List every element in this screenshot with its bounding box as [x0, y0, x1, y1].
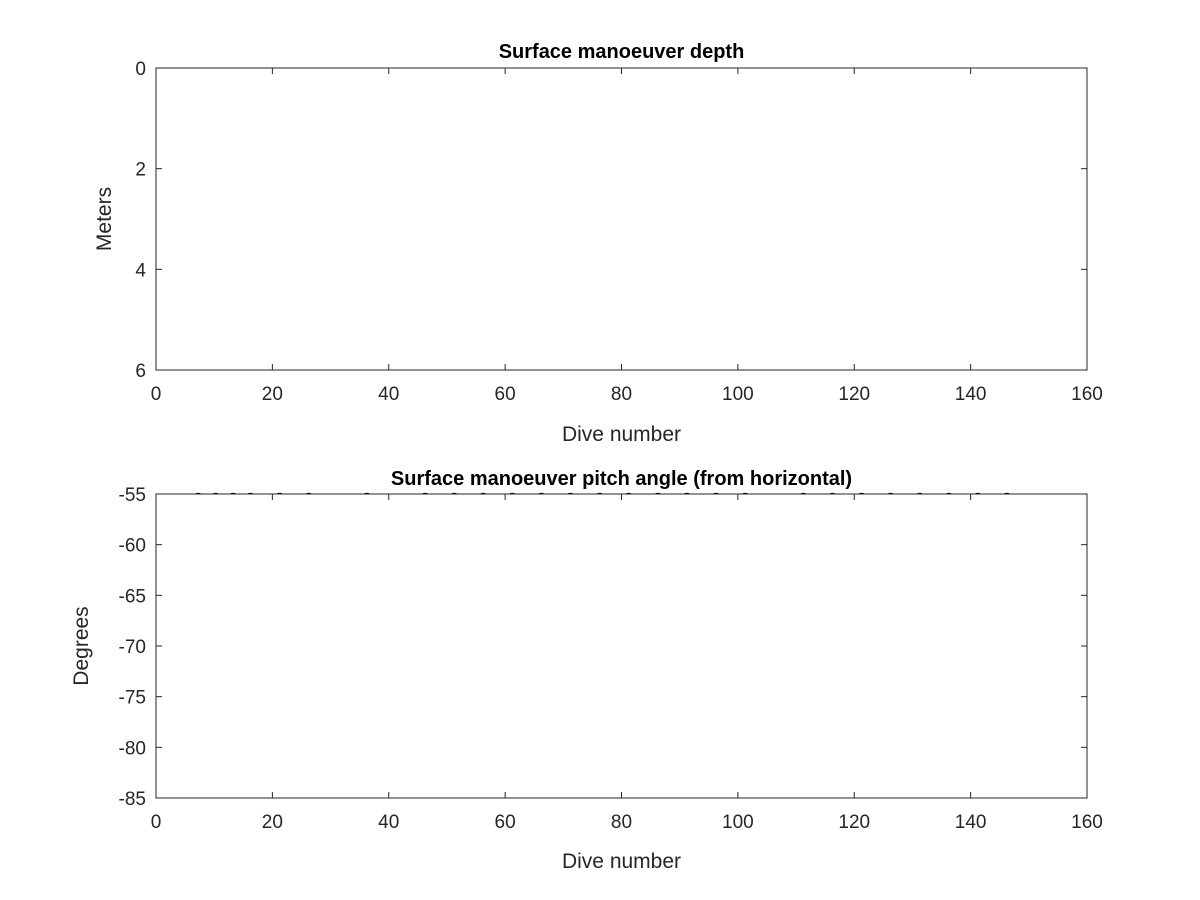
x-tick-label: 100	[722, 384, 754, 405]
y-tick-label: 6	[135, 361, 146, 382]
y-tick-label: -55	[119, 485, 146, 506]
x-tick-label: 160	[1071, 384, 1103, 405]
y-tick-label: -70	[119, 637, 146, 658]
x-tick-label: 160	[1071, 812, 1103, 833]
chart-title: Surface manoeuver depth	[499, 41, 745, 63]
depth-panel: 0 20 40 60 80 100 120 140 160 0 2 4 6 Surface manoeuv…	[93, 41, 1103, 446]
x-tick-label: 120	[838, 812, 870, 833]
pitch-panel: 0 20 40 60 80 100 120 140 160 -55 -60 -65 -70 -75 -80 -…	[70, 468, 1103, 873]
x-tick-label: 120	[838, 384, 870, 405]
x-tick-label: 0	[151, 384, 162, 405]
y-tick-label: -75	[119, 688, 146, 709]
axes-frame	[155, 493, 1088, 799]
x-tick-label: 20	[262, 384, 283, 405]
y-tick-label: -60	[119, 536, 146, 557]
y-tick-label: 4	[135, 260, 146, 281]
y-tick-label: -80	[119, 738, 146, 759]
x-tick-label: 60	[495, 812, 516, 833]
chart-title: Surface manoeuver pitch angle (from hori…	[391, 468, 852, 490]
y-axis-label: Meters	[93, 187, 116, 251]
y-tick-label: 0	[135, 59, 146, 80]
y-tick-label: -65	[119, 586, 146, 607]
x-tick-label: 140	[955, 384, 987, 405]
x-tick-label: 80	[611, 812, 632, 833]
x-tick-label: 40	[378, 384, 399, 405]
y-tick-label: 2	[135, 160, 146, 181]
x-tick-label: 80	[611, 384, 632, 405]
x-tick-label: 40	[378, 812, 399, 833]
x-axis-label: Dive number	[562, 850, 681, 873]
x-tick-label: 100	[722, 812, 754, 833]
axes-frame	[155, 67, 1088, 371]
x-tick-label: 0	[151, 812, 162, 833]
y-tick-label: -85	[119, 789, 146, 810]
x-axis-label: Dive number	[562, 423, 681, 446]
x-tick-label: 140	[955, 812, 987, 833]
x-tick-label: 60	[495, 384, 516, 405]
x-tick-label: 20	[262, 812, 283, 833]
y-axis-label: Degrees	[70, 606, 93, 685]
